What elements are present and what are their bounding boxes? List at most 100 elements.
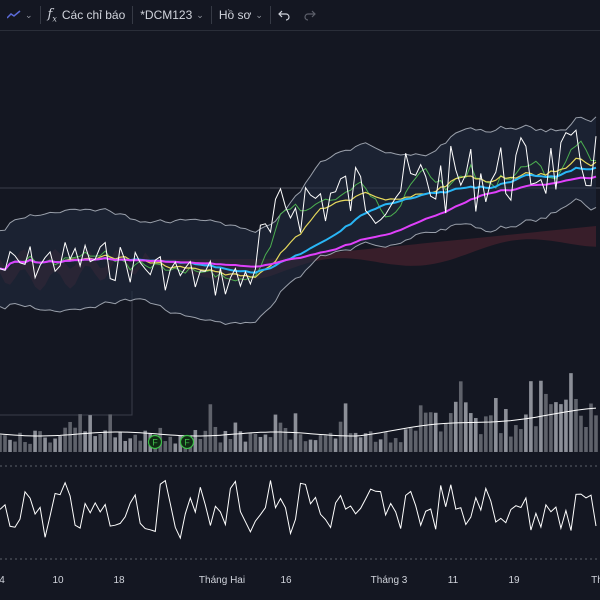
volume-bar <box>428 412 433 452</box>
volume-bar <box>93 436 97 452</box>
volume-bar <box>28 443 32 452</box>
volume-bar <box>0 435 2 452</box>
volume-bar <box>554 402 558 452</box>
volume-bar <box>323 435 328 452</box>
volume-bar <box>499 433 503 452</box>
volume-bar <box>338 421 343 452</box>
x-axis-tick-label: Tháng 3 <box>370 575 408 586</box>
volume-bar <box>308 439 313 452</box>
volume-bar <box>333 438 338 452</box>
volume-bar <box>63 427 67 452</box>
volume-bar <box>8 439 12 452</box>
volume-bar <box>213 426 218 452</box>
upper-band-line <box>0 116 597 233</box>
volume-bar <box>574 398 578 452</box>
volume-bars-layer <box>0 373 598 452</box>
event-marker-label: F <box>184 438 190 448</box>
volume-bar <box>388 442 393 452</box>
range-box-outline <box>0 187 270 416</box>
volume-bar <box>128 438 133 452</box>
volume-bar <box>448 413 453 452</box>
volume-bar <box>58 436 62 452</box>
volume-bar <box>413 430 418 452</box>
chevron-down-icon: ⌄ <box>255 9 263 20</box>
symbol-button[interactable]: *DCM123 ⌄ <box>133 0 211 30</box>
volume-bar <box>544 393 548 452</box>
volume-bar <box>268 437 273 452</box>
volume-bar <box>243 441 248 452</box>
volume-bar <box>173 443 178 452</box>
volume-bar <box>353 432 358 452</box>
volume-bar <box>443 423 448 452</box>
volume-bar <box>509 436 513 452</box>
volume-bar <box>13 441 17 452</box>
volume-bar <box>33 430 37 452</box>
toolbar-divider <box>132 6 134 24</box>
lower-band-line <box>0 198 597 326</box>
volume-bar <box>248 433 253 452</box>
volume-bar <box>378 439 383 452</box>
volume-bar <box>283 428 288 452</box>
indicators-label: Các chỉ báo <box>61 8 126 22</box>
symbol-label: *DCM123 <box>140 8 193 22</box>
chart-type-button[interactable]: ⌄ <box>0 0 40 30</box>
volume-bar <box>168 436 173 452</box>
volume-bar <box>529 381 533 452</box>
volume-bar <box>584 426 588 452</box>
toolbar-divider <box>269 6 271 24</box>
profile-button[interactable]: Hồ sơ ⌄ <box>212 0 270 30</box>
volume-bar <box>524 414 528 452</box>
volume-bar <box>218 442 223 452</box>
volume-bar <box>103 430 107 452</box>
volume-bar <box>373 441 378 452</box>
volume-bar <box>313 440 318 452</box>
x-axis-tick-label: Tháng Hai <box>198 575 246 586</box>
volume-bar <box>208 404 213 452</box>
volume-bar <box>53 438 57 452</box>
volume-bar <box>473 418 478 452</box>
x-axis-tick-label: 10 <box>52 575 64 586</box>
line-chart-icon <box>7 10 21 19</box>
x-axis-tick-label: 18 <box>113 575 125 586</box>
volume-bar <box>303 441 308 452</box>
volume-bar <box>423 412 428 452</box>
volume-bar <box>193 430 198 452</box>
volume-bar <box>43 437 47 452</box>
x-axis-tick-label: Th <box>591 575 600 586</box>
time-axis[interactable]: 4 10 18 Tháng Hai 16 Tháng 3 11 19 Th <box>0 570 600 600</box>
volume-bar <box>383 431 388 452</box>
volume-bar <box>484 416 488 452</box>
volume-bar <box>233 422 238 452</box>
undo-button[interactable] <box>271 0 297 30</box>
volume-bar <box>203 430 208 452</box>
volume-bar <box>163 441 168 452</box>
profile-label: Hồ sơ <box>218 8 252 22</box>
volume-bar <box>519 429 523 452</box>
longest-ma-line <box>0 175 597 271</box>
volume-bar <box>458 381 463 452</box>
volume-bar <box>569 373 573 452</box>
volume-bar <box>258 436 263 452</box>
volume-bar <box>228 439 233 452</box>
mid-ma-line <box>0 157 597 278</box>
volume-bar <box>564 399 568 452</box>
volume-bar <box>504 409 508 452</box>
toolbar-divider <box>210 6 212 24</box>
volume-bar <box>363 433 368 452</box>
volume-bar <box>534 426 538 452</box>
redo-button[interactable] <box>297 0 323 30</box>
volume-bar <box>118 432 123 452</box>
oscillator-line <box>0 479 597 540</box>
indicators-button[interactable]: fx Các chỉ báo <box>41 0 133 30</box>
volume-bar <box>238 431 243 452</box>
undo-icon <box>278 10 290 21</box>
event-marker-badge <box>147 434 163 450</box>
volume-bar <box>198 438 203 452</box>
volume-bar <box>253 433 258 452</box>
volume-bar <box>398 442 403 452</box>
volume-bar <box>579 415 583 452</box>
volume-bar <box>273 414 278 452</box>
volume-bar <box>278 422 283 452</box>
volume-bar <box>23 442 27 452</box>
